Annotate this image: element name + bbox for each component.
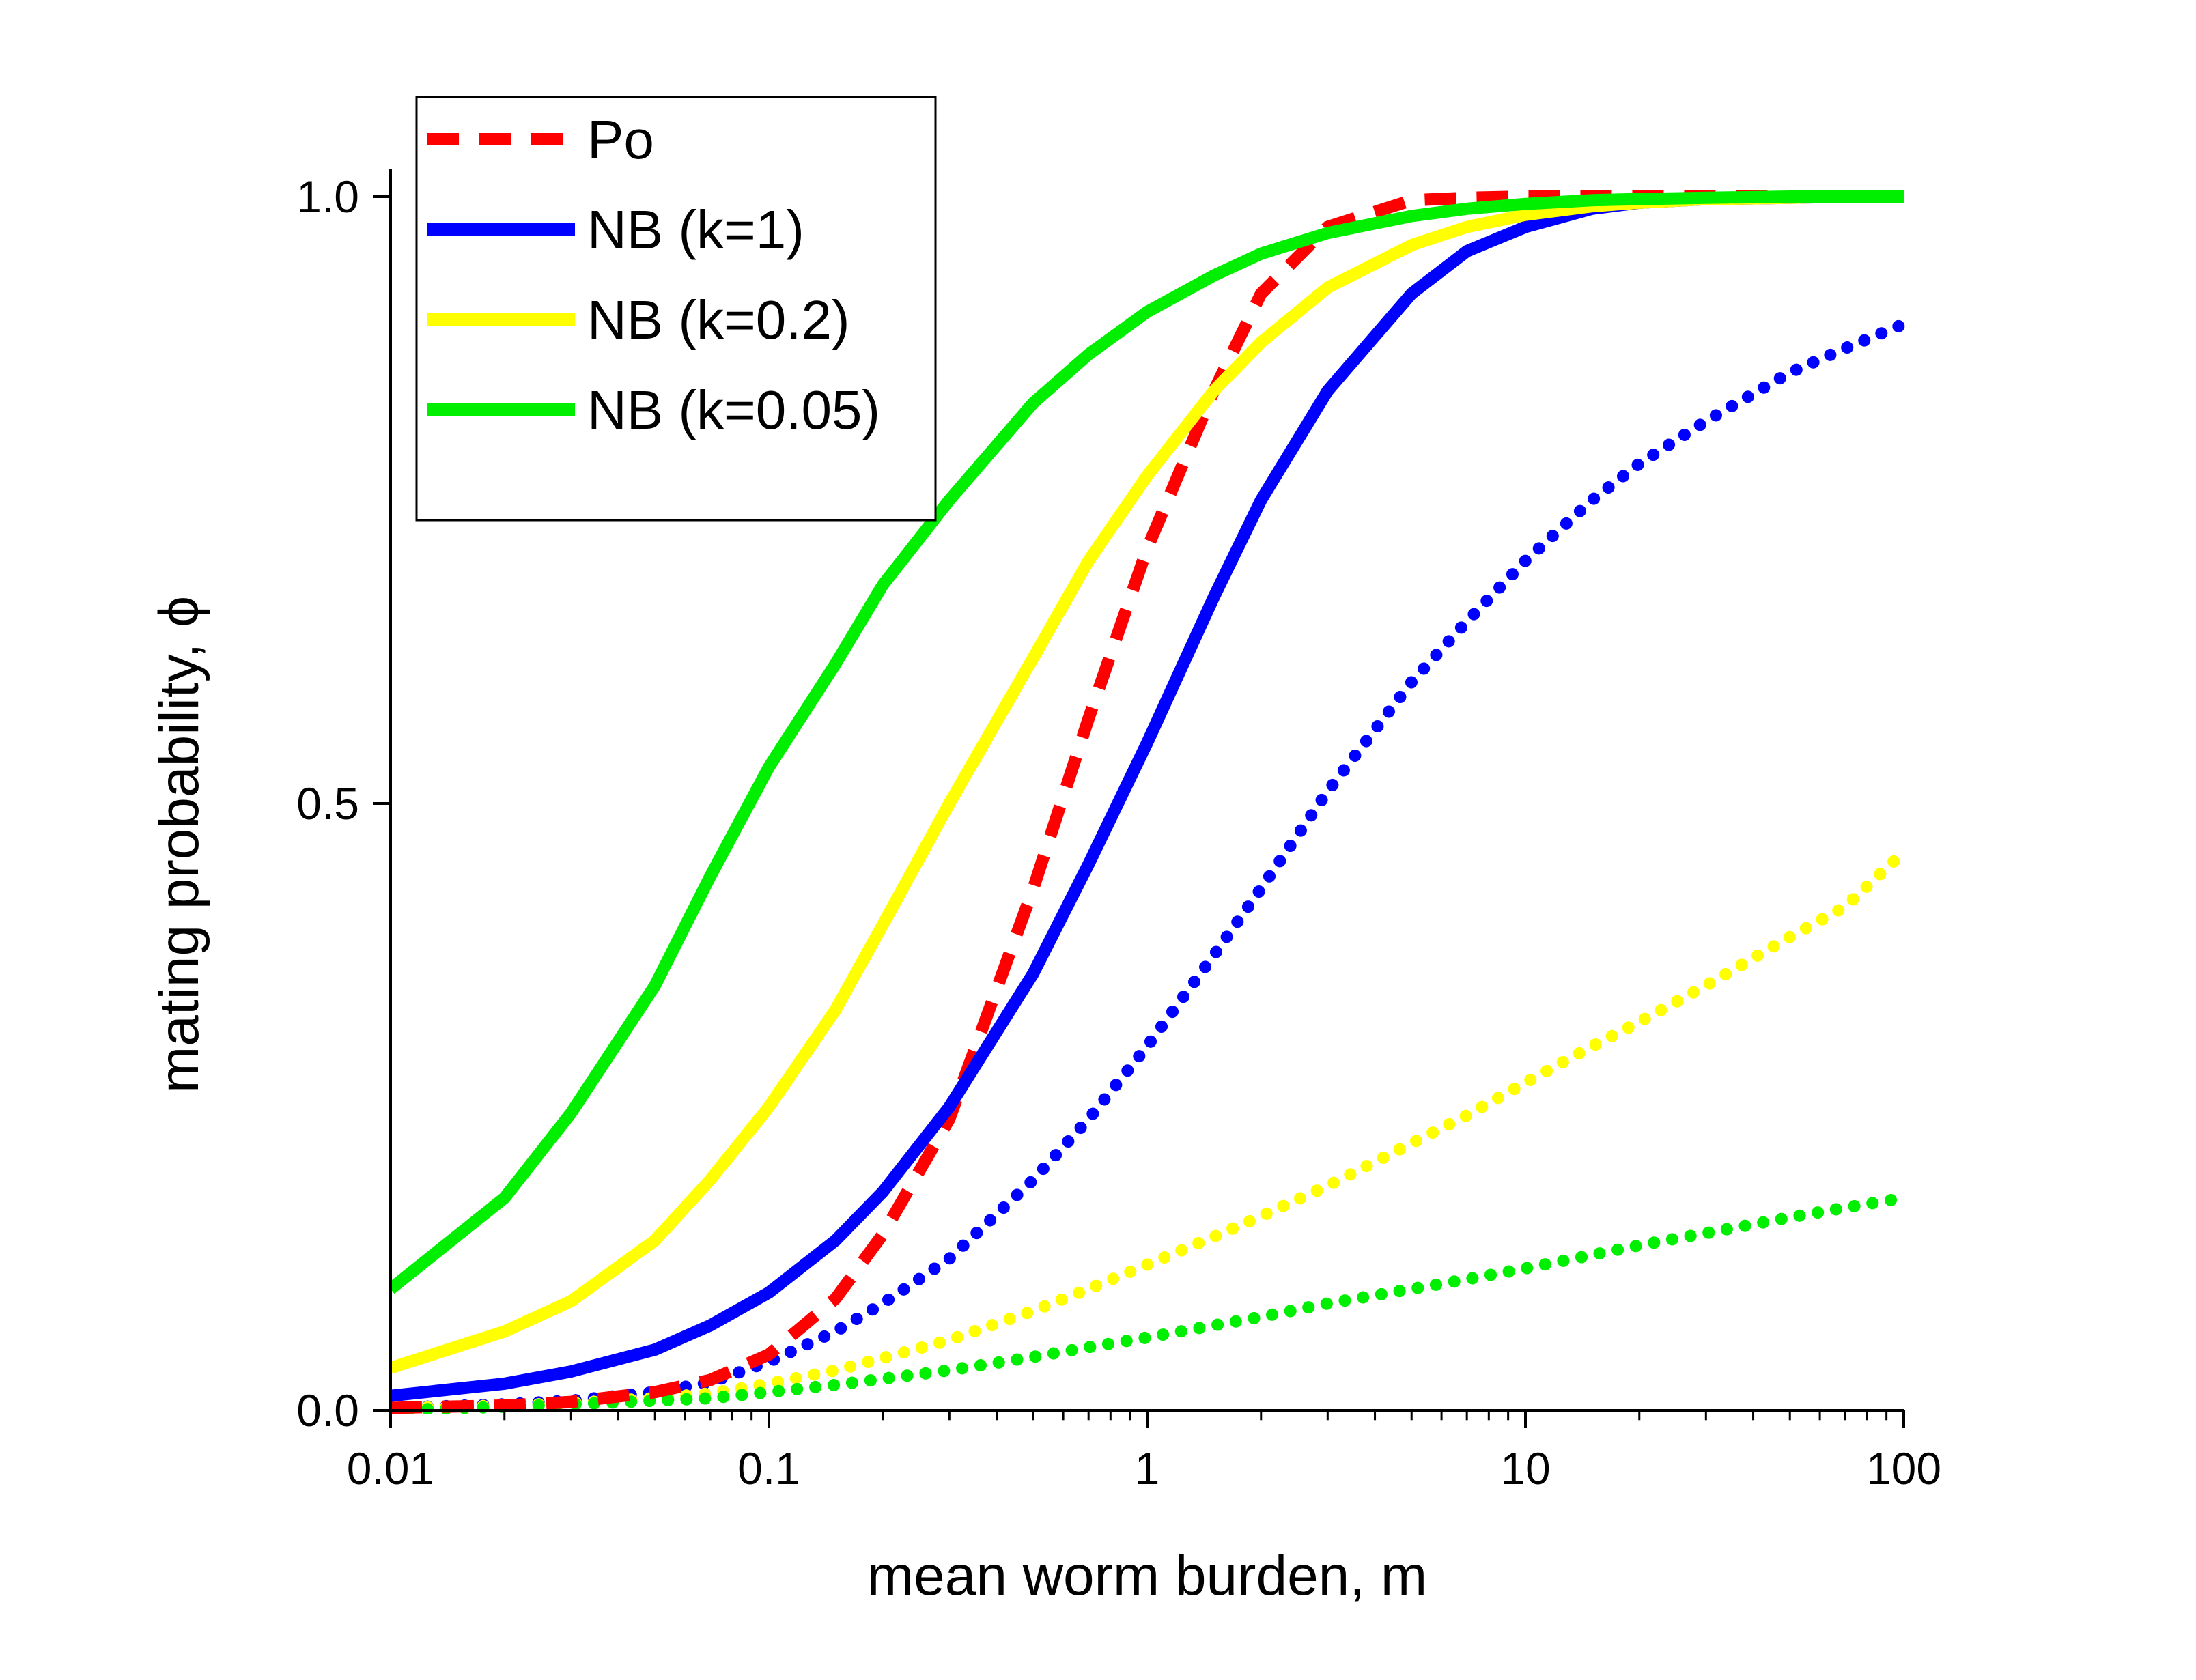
x-tick-label: 0.1 bbox=[737, 1443, 800, 1494]
axes-layer: 0.01 0.1 1 10 100 0.0 0.5 1.0 mean worm burden, … bbox=[148, 169, 1941, 1607]
x-tick-label: 100 bbox=[1866, 1443, 1941, 1494]
y-tick-label: 0.5 bbox=[296, 778, 359, 829]
x-tick-label: 1 bbox=[1135, 1443, 1160, 1494]
legend-label-po: Po bbox=[587, 109, 654, 170]
series-line-nb-k-0-05 bbox=[391, 190, 1904, 1294]
legend-label-nb-k-1: NB (k=1) bbox=[587, 199, 804, 260]
y-tick-label: 0.0 bbox=[296, 1385, 359, 1436]
legend-label-nb-k-0-05: NB (k=0.05) bbox=[587, 380, 880, 440]
legend-box bbox=[415, 96, 937, 522]
series-layer bbox=[391, 190, 1910, 1414]
series-line-nb-k-0-05-dotted bbox=[391, 1191, 1910, 1414]
y-axis-title: mating probability, ϕ bbox=[148, 596, 210, 1093]
y-tick-label: 1.0 bbox=[296, 171, 359, 222]
series-line-nb-k-0-2-dotted bbox=[391, 846, 1910, 1414]
x-tick-label: 0.01 bbox=[347, 1443, 434, 1494]
x-tick-label: 10 bbox=[1500, 1443, 1550, 1494]
x-axis-title: mean worm burden, m bbox=[867, 1545, 1427, 1607]
legend-label-nb-k-0-2: NB (k=0.2) bbox=[587, 289, 850, 350]
legend: Po NB (k=1) NB (k=0.2) NB (k=0.05) bbox=[415, 96, 937, 522]
